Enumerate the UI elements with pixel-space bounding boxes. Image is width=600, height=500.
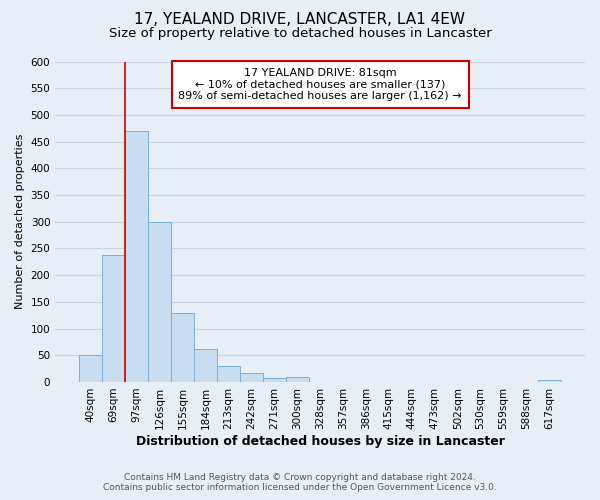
Bar	[79, 356, 102, 382]
Bar	[194, 349, 217, 382]
Text: Contains HM Land Registry data © Crown copyright and database right 2024.
Contai: Contains HM Land Registry data © Crown c…	[103, 473, 497, 492]
X-axis label: Distribution of detached houses by size in Lancaster: Distribution of detached houses by size …	[136, 434, 505, 448]
Bar	[102, 255, 125, 382]
Bar	[171, 312, 194, 382]
Text: 17, YEALAND DRIVE, LANCASTER, LA1 4EW: 17, YEALAND DRIVE, LANCASTER, LA1 4EW	[134, 12, 466, 28]
Bar	[217, 366, 240, 382]
Bar	[125, 131, 148, 382]
Text: 17 YEALAND DRIVE: 81sqm
← 10% of detached houses are smaller (137)
89% of semi-d: 17 YEALAND DRIVE: 81sqm ← 10% of detache…	[178, 68, 462, 101]
Bar	[148, 222, 171, 382]
Bar	[240, 374, 263, 382]
Bar	[263, 378, 286, 382]
Bar	[286, 376, 308, 382]
Bar	[538, 380, 561, 382]
Y-axis label: Number of detached properties: Number of detached properties	[15, 134, 25, 310]
Text: Size of property relative to detached houses in Lancaster: Size of property relative to detached ho…	[109, 28, 491, 40]
